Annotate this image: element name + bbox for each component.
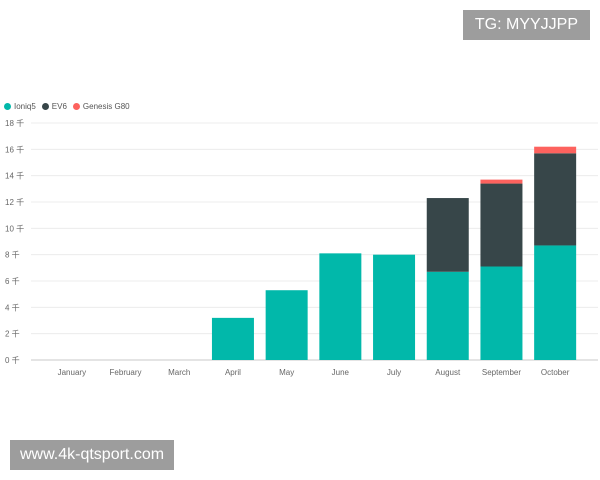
legend-item-g80: Genesis G80 xyxy=(72,102,130,111)
x-tick-label: September xyxy=(482,368,521,377)
legend-swatch-ioniq5 xyxy=(4,103,11,110)
y-tick-label: 18 千 xyxy=(5,118,24,128)
watermark-top: TG: MYYJJPP xyxy=(462,10,590,40)
x-tick-label: August xyxy=(435,368,461,377)
y-tick-label: 12 千 xyxy=(5,197,24,207)
bar-ioniq5 xyxy=(373,254,416,360)
x-tick-label: April xyxy=(225,368,241,377)
legend-item-ev6: EV6 xyxy=(41,102,67,111)
x-tick-label: May xyxy=(279,368,294,377)
chart-legend: Ioniq5 EV6 Genesis G80 xyxy=(4,102,136,111)
y-tick-label: 14 千 xyxy=(5,171,24,181)
bar-ioniq5 xyxy=(480,266,523,360)
y-tick-label: 8 千 xyxy=(5,250,20,260)
bar-ev6 xyxy=(480,183,523,267)
watermark-bottom: www.4k-qtsport.com xyxy=(10,440,175,470)
y-tick-label: 2 千 xyxy=(5,329,20,339)
y-tick-label: 0 千 xyxy=(5,355,20,365)
bar-ev6 xyxy=(534,153,577,246)
x-tick-label: February xyxy=(110,368,142,377)
x-tick-label: October xyxy=(541,368,570,377)
legend-label-g80: Genesis G80 xyxy=(82,102,130,111)
x-tick-label: January xyxy=(58,368,86,377)
x-tick-label: March xyxy=(168,368,190,377)
bar-ioniq5 xyxy=(265,290,308,360)
y-tick-label: 10 千 xyxy=(5,223,24,233)
y-tick-label: 6 千 xyxy=(5,276,20,286)
legend-swatch-g80 xyxy=(72,103,80,110)
legend-label-ev6: EV6 xyxy=(51,102,67,111)
bar-ioniq5 xyxy=(319,253,362,360)
legend-swatch-ev6 xyxy=(41,103,49,110)
legend-item-ioniq5: Ioniq5 xyxy=(4,102,36,111)
bar-g80 xyxy=(534,146,577,154)
x-tick-label: July xyxy=(387,368,401,377)
bar-ioniq5 xyxy=(211,317,254,360)
bar-g80 xyxy=(480,179,523,184)
x-tick-label: June xyxy=(332,368,350,377)
y-tick-label: 16 千 xyxy=(5,144,24,154)
bar-ioniq5 xyxy=(426,271,469,360)
bar-ioniq5 xyxy=(534,245,577,360)
bar-ev6 xyxy=(426,198,469,272)
y-tick-label: 4 千 xyxy=(5,302,20,312)
legend-label-ioniq5: Ioniq5 xyxy=(14,102,36,111)
